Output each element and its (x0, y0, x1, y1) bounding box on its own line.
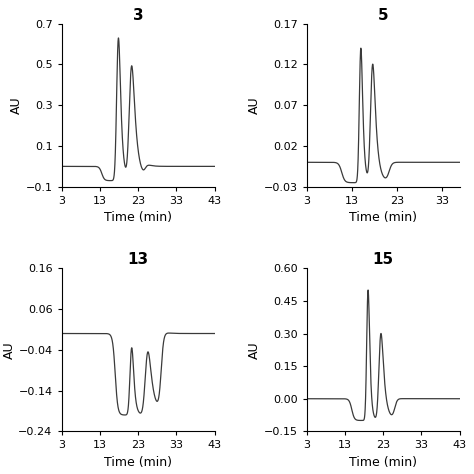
Title: 3: 3 (133, 8, 144, 23)
X-axis label: Time (min): Time (min) (104, 456, 172, 469)
Y-axis label: AU: AU (248, 341, 261, 359)
Title: 5: 5 (378, 8, 389, 23)
Y-axis label: AU: AU (10, 96, 23, 114)
X-axis label: Time (min): Time (min) (349, 211, 417, 224)
X-axis label: Time (min): Time (min) (104, 211, 172, 224)
Title: 15: 15 (373, 252, 394, 267)
Y-axis label: AU: AU (2, 341, 16, 359)
Y-axis label: AU: AU (248, 96, 261, 114)
X-axis label: Time (min): Time (min) (349, 456, 417, 469)
Title: 13: 13 (128, 252, 149, 267)
